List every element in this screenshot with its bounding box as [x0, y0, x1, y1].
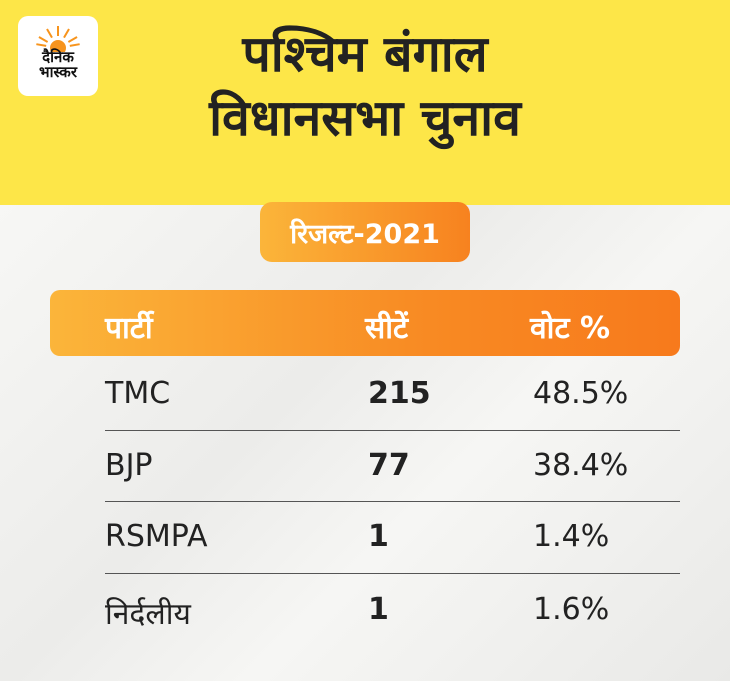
dainik-bhaskar-logo: दैनिक भास्कर	[18, 16, 98, 96]
logo-text-line1: दैनिक	[42, 48, 74, 66]
row-divider	[105, 501, 680, 502]
column-header-seats: सीटें	[365, 311, 409, 346]
vote-share: 38.4%	[533, 448, 629, 483]
row-divider	[105, 573, 680, 574]
vote-share: 48.5%	[533, 376, 629, 411]
party-name: RSMPA	[105, 519, 208, 554]
title-line-1: पश्चिम बंगाल	[242, 25, 488, 83]
party-name: TMC	[105, 376, 171, 411]
table-row: निर्दलीय 1 1.6%	[0, 576, 730, 648]
title-line-2: विधानसभा चुनाव	[209, 89, 521, 147]
column-header-vote: वोट %	[530, 311, 611, 346]
party-name: निर्दलीय	[105, 597, 191, 632]
paper-background	[0, 205, 730, 681]
page-title: पश्चिम बंगाल विधानसभा चुनाव	[140, 22, 590, 150]
sun-icon	[36, 26, 80, 52]
table-header: पार्टी सीटें वोट %	[50, 290, 680, 356]
seat-count: 1	[368, 592, 389, 627]
header-background	[0, 0, 730, 205]
seat-count: 215	[368, 376, 431, 411]
vote-share: 1.6%	[533, 592, 610, 627]
seat-count: 1	[368, 519, 389, 554]
row-divider	[105, 430, 680, 431]
result-badge: रिजल्ट-2021	[260, 202, 470, 262]
table-row: TMC 215 48.5%	[0, 360, 730, 432]
logo-text-line2: भास्कर	[39, 63, 77, 81]
table-row: RSMPA 1 1.4%	[0, 503, 730, 575]
table-row: BJP 77 38.4%	[0, 432, 730, 504]
seat-count: 77	[368, 448, 410, 483]
party-name: BJP	[105, 448, 153, 483]
vote-share: 1.4%	[533, 519, 610, 554]
column-header-party: पार्टी	[105, 311, 153, 346]
